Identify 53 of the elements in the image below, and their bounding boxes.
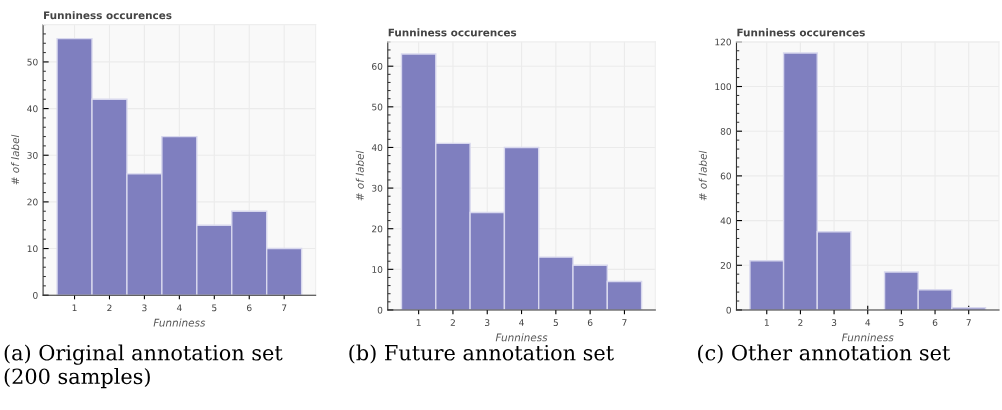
y-tick-label: 0: [33, 291, 38, 299]
x-tick-label: 7: [622, 319, 627, 326]
x-tick-label: 2: [798, 319, 803, 326]
y-tick-label: 60: [372, 62, 383, 70]
y-tick-label: 60: [720, 172, 732, 180]
y-tick-label: 80: [720, 127, 732, 135]
x-tick-label: 1: [72, 304, 77, 312]
x-tick-label: 3: [831, 319, 837, 326]
x-tick-label: 2: [107, 304, 112, 312]
y-tick-label: 40: [27, 105, 38, 113]
chart-title: Funniness occurences: [44, 11, 172, 20]
y-tick-label: 50: [27, 58, 38, 66]
text: (c) Other annotation set: [698, 344, 951, 364]
x-tick-label: 1: [416, 319, 421, 326]
x-tick-label: 6: [587, 319, 593, 326]
y-tick-label: 40: [720, 217, 732, 225]
y-tick-label: 10: [372, 266, 383, 273]
x-tick-label: 6: [932, 319, 938, 326]
chart-title: Funniness occurences: [388, 28, 517, 37]
y-tick-label: 50: [372, 103, 383, 111]
x-tick-label: 7: [282, 304, 287, 312]
x-tick-label: 1: [764, 319, 769, 326]
y-tick-label: 20: [27, 198, 38, 206]
x-tick-label: 7: [966, 319, 971, 326]
y-tick-label: 120: [715, 38, 732, 46]
y-axis-title: # of label: [698, 150, 707, 201]
x-tick-label: 3: [485, 319, 490, 326]
x-tick-label: 5: [212, 304, 217, 312]
chart-title: Funniness occurences: [737, 28, 865, 37]
y-axis-title: # of label: [11, 134, 20, 185]
y-tick-label: 20: [372, 225, 383, 233]
y-tick-label: 30: [27, 151, 38, 159]
x-tick-label: 5: [553, 319, 558, 326]
x-tick-label: 2: [450, 319, 455, 326]
x-tick-label: 4: [865, 319, 871, 326]
y-tick-label: 0: [377, 306, 383, 314]
x-axis-title: Funniness: [495, 333, 548, 342]
x-tick-label: 5: [899, 319, 904, 326]
y-tick-label: 30: [372, 184, 383, 192]
y-tick-label: 40: [371, 144, 383, 152]
x-tick-label: 3: [142, 304, 147, 312]
y-tick-label: 20: [720, 262, 732, 269]
x-axis-title: Funniness: [841, 333, 894, 342]
text: (b) Future annotation set: [349, 344, 614, 364]
x-axis-title: Funniness: [153, 318, 206, 327]
y-tick-label: 100: [715, 83, 732, 91]
y-axis-title: # of label: [355, 150, 364, 201]
y-tick-label: 10: [27, 245, 38, 253]
x-tick-label: 4: [519, 319, 524, 326]
x-tick-label: 6: [247, 304, 252, 312]
y-tick-label: 0: [726, 306, 732, 314]
x-tick-label: 4: [176, 304, 182, 312]
text: (a) Original annotation set (200 samples): [4, 344, 283, 389]
